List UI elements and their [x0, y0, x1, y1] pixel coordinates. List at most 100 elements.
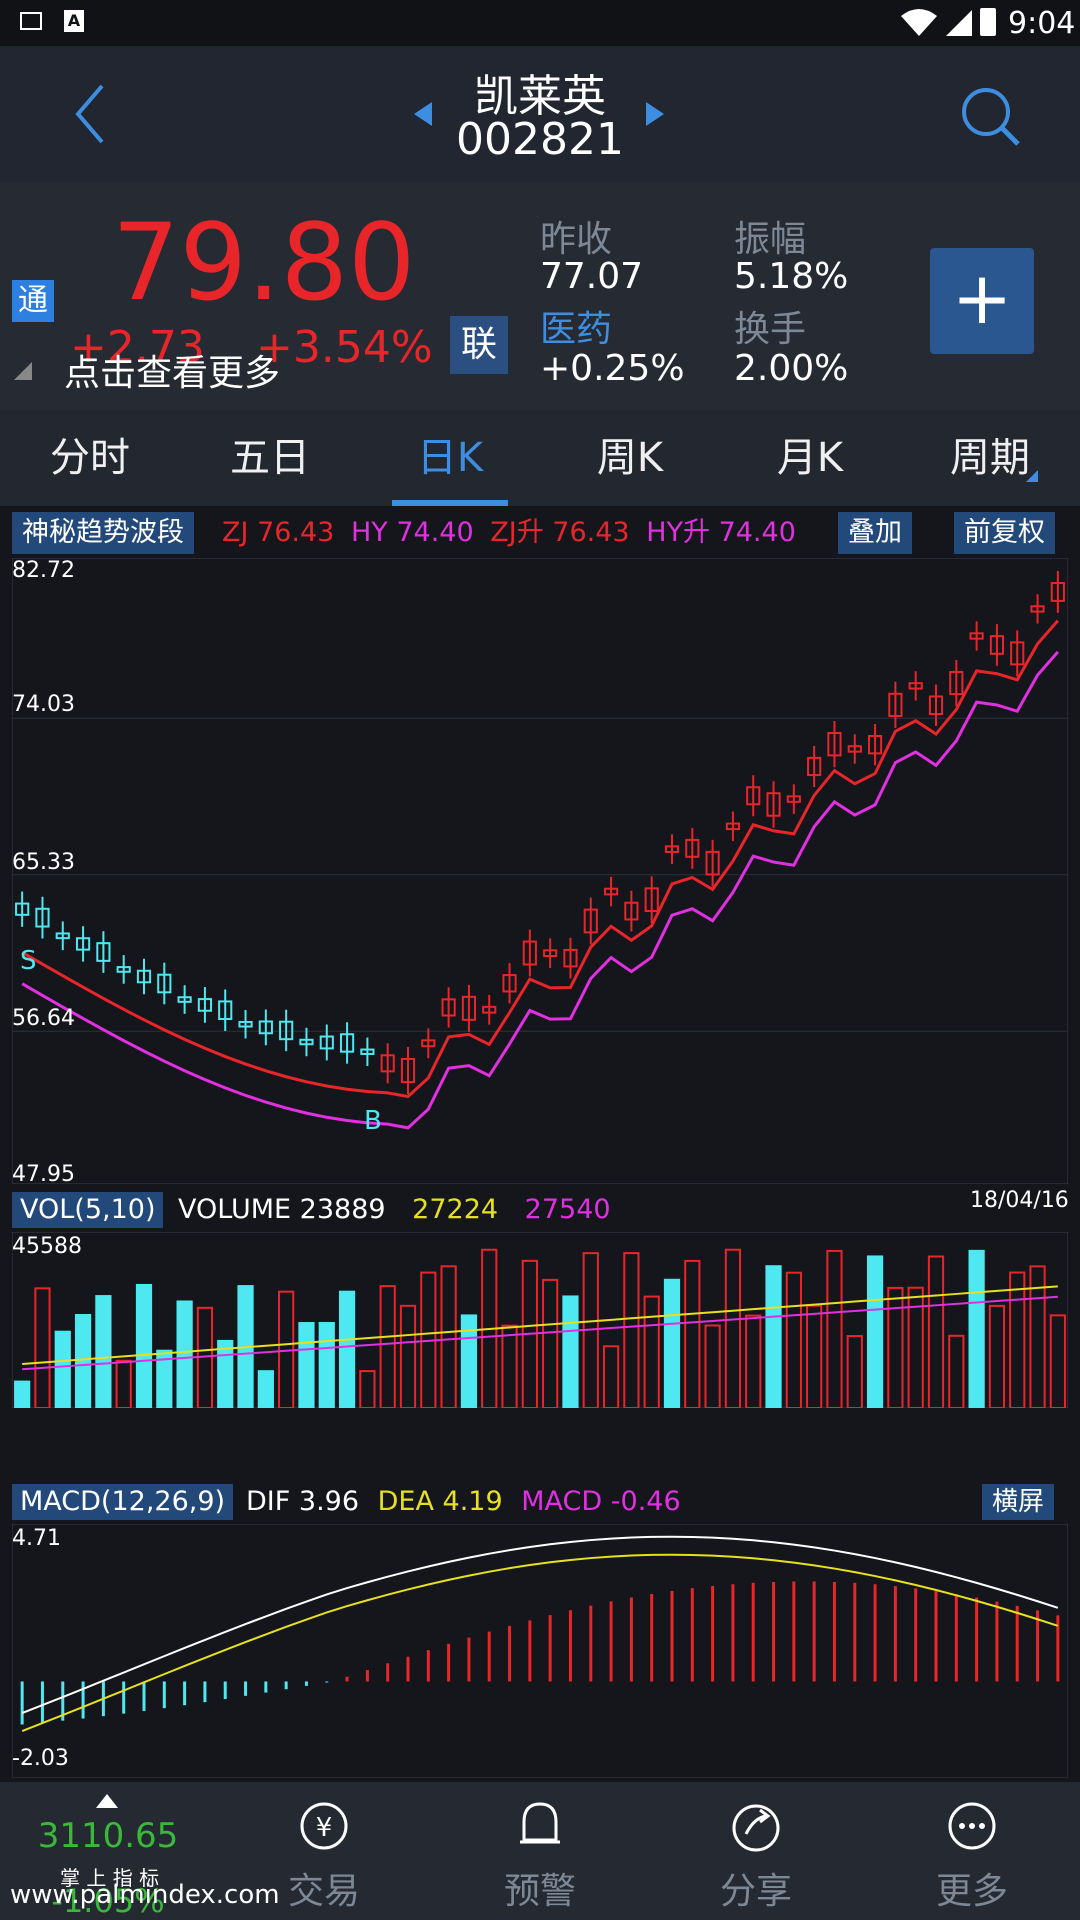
- nav-alert[interactable]: 预警: [432, 1782, 648, 1920]
- candle-body: [177, 996, 192, 1003]
- macd-max-label: 4.71: [12, 1526, 61, 1551]
- candle-body: [583, 908, 598, 934]
- candle-body: [35, 907, 50, 928]
- candle-body: [644, 887, 659, 913]
- nav-trade[interactable]: ¥ 交易: [216, 1782, 432, 1920]
- add-watchlist-button[interactable]: +: [930, 248, 1034, 354]
- prev-stock-icon[interactable]: [412, 100, 434, 128]
- volume-bar: [684, 1259, 701, 1408]
- candle-body: [279, 1020, 294, 1041]
- landscape-button[interactable]: 横屏: [982, 1484, 1055, 1520]
- vol-values: VOLUME 23889 27224 27540: [178, 1192, 611, 1228]
- volume-bar: [623, 1252, 640, 1408]
- index-change: -1.05%: [51, 1882, 165, 1920]
- nav-more[interactable]: 更多: [864, 1782, 1080, 1920]
- kline-y-label-4: 56.64: [12, 1006, 75, 1031]
- kline-chart[interactable]: [12, 558, 1068, 1184]
- volume-bar: [318, 1321, 335, 1408]
- candle-body: [380, 1054, 395, 1073]
- volume-bar: [95, 1295, 112, 1408]
- quote-panel: 通 79.80 +2.73 +3.54% 点击查看更多 联 昨收 77.07 医…: [0, 182, 1080, 410]
- back-icon[interactable]: [70, 82, 110, 146]
- active-tab-indicator: [392, 500, 508, 506]
- next-stock-icon[interactable]: [644, 100, 666, 128]
- tab-intraday[interactable]: 分时: [50, 435, 130, 481]
- tab-weekly-k[interactable]: 周K: [596, 435, 664, 481]
- search-icon[interactable]: [958, 84, 1022, 148]
- tab-five-day[interactable]: 五日: [230, 435, 310, 481]
- tong-badge[interactable]: 通: [12, 280, 54, 322]
- macd-frame: [12, 1524, 1068, 1778]
- candle-body: [989, 635, 1005, 655]
- nav-alert-label: 预警: [503, 1871, 576, 1912]
- overlay-button[interactable]: 叠加: [838, 512, 912, 554]
- candle-body: [705, 850, 720, 876]
- nav-index[interactable]: 3110.65 掌 上 指 标 -1.05% www.palmindex.com: [0, 1782, 280, 1920]
- current-price: 79.80: [112, 201, 416, 324]
- watermark-top: 掌 上 指 标: [60, 1866, 160, 1890]
- dif-value: 3.96: [298, 1486, 360, 1517]
- bottom-nav: 3110.65 掌 上 指 标 -1.05% www.palmindex.com…: [0, 1782, 1080, 1920]
- hy-label: HY: [350, 517, 388, 548]
- indicator-values: ZJ 76.43 HY 74.40 ZJ升 76.43 HY升 74.40: [222, 512, 796, 554]
- candle-body: [867, 735, 883, 755]
- price-change: +2.73: [70, 322, 205, 373]
- volume-bar: [1009, 1271, 1026, 1408]
- candle-body: [441, 998, 456, 1017]
- candle-body: [157, 973, 172, 994]
- volume-bar: [74, 1314, 92, 1408]
- sector-label[interactable]: 医药: [540, 309, 613, 350]
- volume-bar: [440, 1265, 457, 1408]
- battery-icon: [980, 8, 996, 36]
- candle-body: [969, 632, 984, 640]
- tab-monthly-k[interactable]: 月K: [776, 435, 844, 481]
- more-link[interactable]: 点击查看更多: [64, 353, 281, 394]
- volume-bar: [846, 1335, 863, 1408]
- volume-bar: [704, 1324, 721, 1408]
- volume-bar: [826, 1249, 843, 1408]
- dea-label: DEA: [377, 1486, 434, 1517]
- stock-name: 凯莱英: [474, 71, 606, 122]
- volume-bar: [156, 1349, 173, 1408]
- candle-body: [75, 937, 91, 951]
- volume-chart[interactable]: [12, 1232, 1068, 1408]
- macd-name-button[interactable]: MACD(12,26,9): [12, 1484, 234, 1520]
- candle-body: [543, 949, 558, 958]
- nav-share[interactable]: 分享: [648, 1782, 864, 1920]
- tab-daily-k[interactable]: 日K: [416, 435, 484, 481]
- expand-icon[interactable]: [12, 360, 34, 382]
- period-tabs: 分时 五日 日K 周K 月K 周期: [0, 410, 1080, 506]
- watermark: www.palmindex.com: [10, 1880, 280, 1910]
- volume-bar: [887, 1286, 904, 1408]
- candle-body: [786, 795, 801, 803]
- indicator-name-button[interactable]: 神秘趋势波段: [12, 512, 194, 554]
- volume-bar: [196, 1306, 214, 1408]
- dif-line: [21, 1535, 1059, 1714]
- candle-body: [928, 695, 944, 716]
- amplitude-label: 振幅: [734, 219, 807, 260]
- volume-bar: [542, 1278, 559, 1408]
- hys-label: HY升: [646, 517, 710, 548]
- volume-label: VOLUME: [178, 1194, 292, 1225]
- tab-period[interactable]: 周期: [950, 435, 1030, 481]
- sell-marker: S: [20, 946, 37, 976]
- candle-body: [949, 670, 964, 696]
- wifi-icon: [901, 9, 937, 36]
- vol-ma10: 27540: [524, 1194, 611, 1225]
- macd-min-label: -2.03: [12, 1746, 69, 1771]
- chart-date: 18/04/16: [970, 1188, 1069, 1213]
- volume-bar: [745, 1314, 762, 1408]
- vol-name-button[interactable]: VOL(5,10): [12, 1192, 164, 1228]
- period-dropdown-icon: [1026, 470, 1038, 482]
- nav-trade-label: 交易: [287, 1871, 360, 1912]
- status-bar: A 9:04: [0, 0, 1080, 46]
- macd-chart[interactable]: [12, 1524, 1068, 1778]
- volume-bar: [968, 1249, 985, 1408]
- candle-body: [55, 932, 70, 940]
- candle-body: [299, 1038, 314, 1046]
- signal-icon: [946, 10, 972, 36]
- lian-badge[interactable]: 联: [450, 316, 508, 374]
- candle-body: [502, 974, 517, 993]
- adjust-button[interactable]: 前复权: [954, 512, 1055, 554]
- vol-ma5: 27224: [412, 1194, 499, 1225]
